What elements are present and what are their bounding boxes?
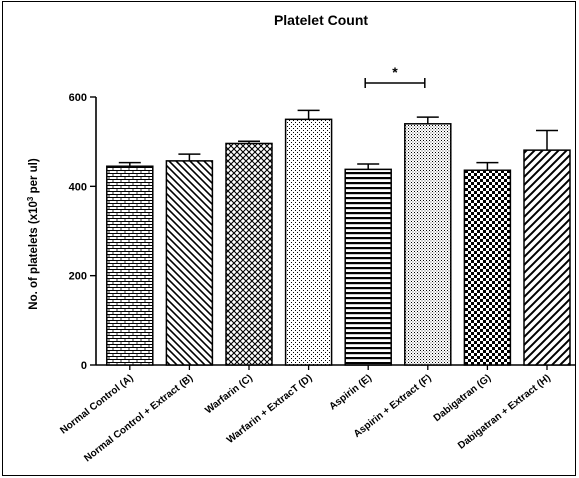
significance-markers: *: [364, 64, 426, 88]
error-bars: [118, 109, 558, 171]
x-tick-label: Aspirin (E): [327, 373, 374, 413]
bar: [344, 168, 392, 366]
bar: [463, 169, 512, 366]
category-labels: Normal Control (A)Normal Control + Extra…: [58, 373, 552, 465]
chart-title: Platelet Count: [274, 12, 368, 28]
bar: [225, 142, 273, 366]
x-tick-label: Warfarin (C): [203, 373, 255, 417]
y-tick-label: 400: [69, 181, 87, 193]
y-tick-label: 0: [81, 360, 87, 372]
y-tick-label: 600: [69, 92, 87, 104]
platelet-count-chart: Platelet Count No. of platelets (x103 pe…: [26, 12, 575, 465]
bar: [165, 160, 214, 366]
y-axis-label-sup: 3: [26, 196, 35, 201]
significance-label: *: [392, 64, 398, 80]
bar: [106, 165, 154, 366]
y-tick-label: 200: [69, 271, 87, 283]
x-tick-label: Dabigatran (G): [432, 373, 494, 424]
x-tick-label: Normal Control + Extract (B): [82, 373, 195, 465]
y-axis-label-main: No. of platelets (x10: [28, 201, 40, 310]
bars: [106, 118, 571, 366]
y-axis-label-tail: per ul): [28, 158, 40, 197]
y-axis-label: No. of platelets (x103 per ul): [26, 158, 41, 310]
bar: [284, 118, 333, 366]
svg-text:No. of platelets (x103 per ul): No. of platelets (x103 per ul): [26, 158, 41, 310]
bar: [404, 123, 452, 366]
bar: [523, 149, 571, 366]
